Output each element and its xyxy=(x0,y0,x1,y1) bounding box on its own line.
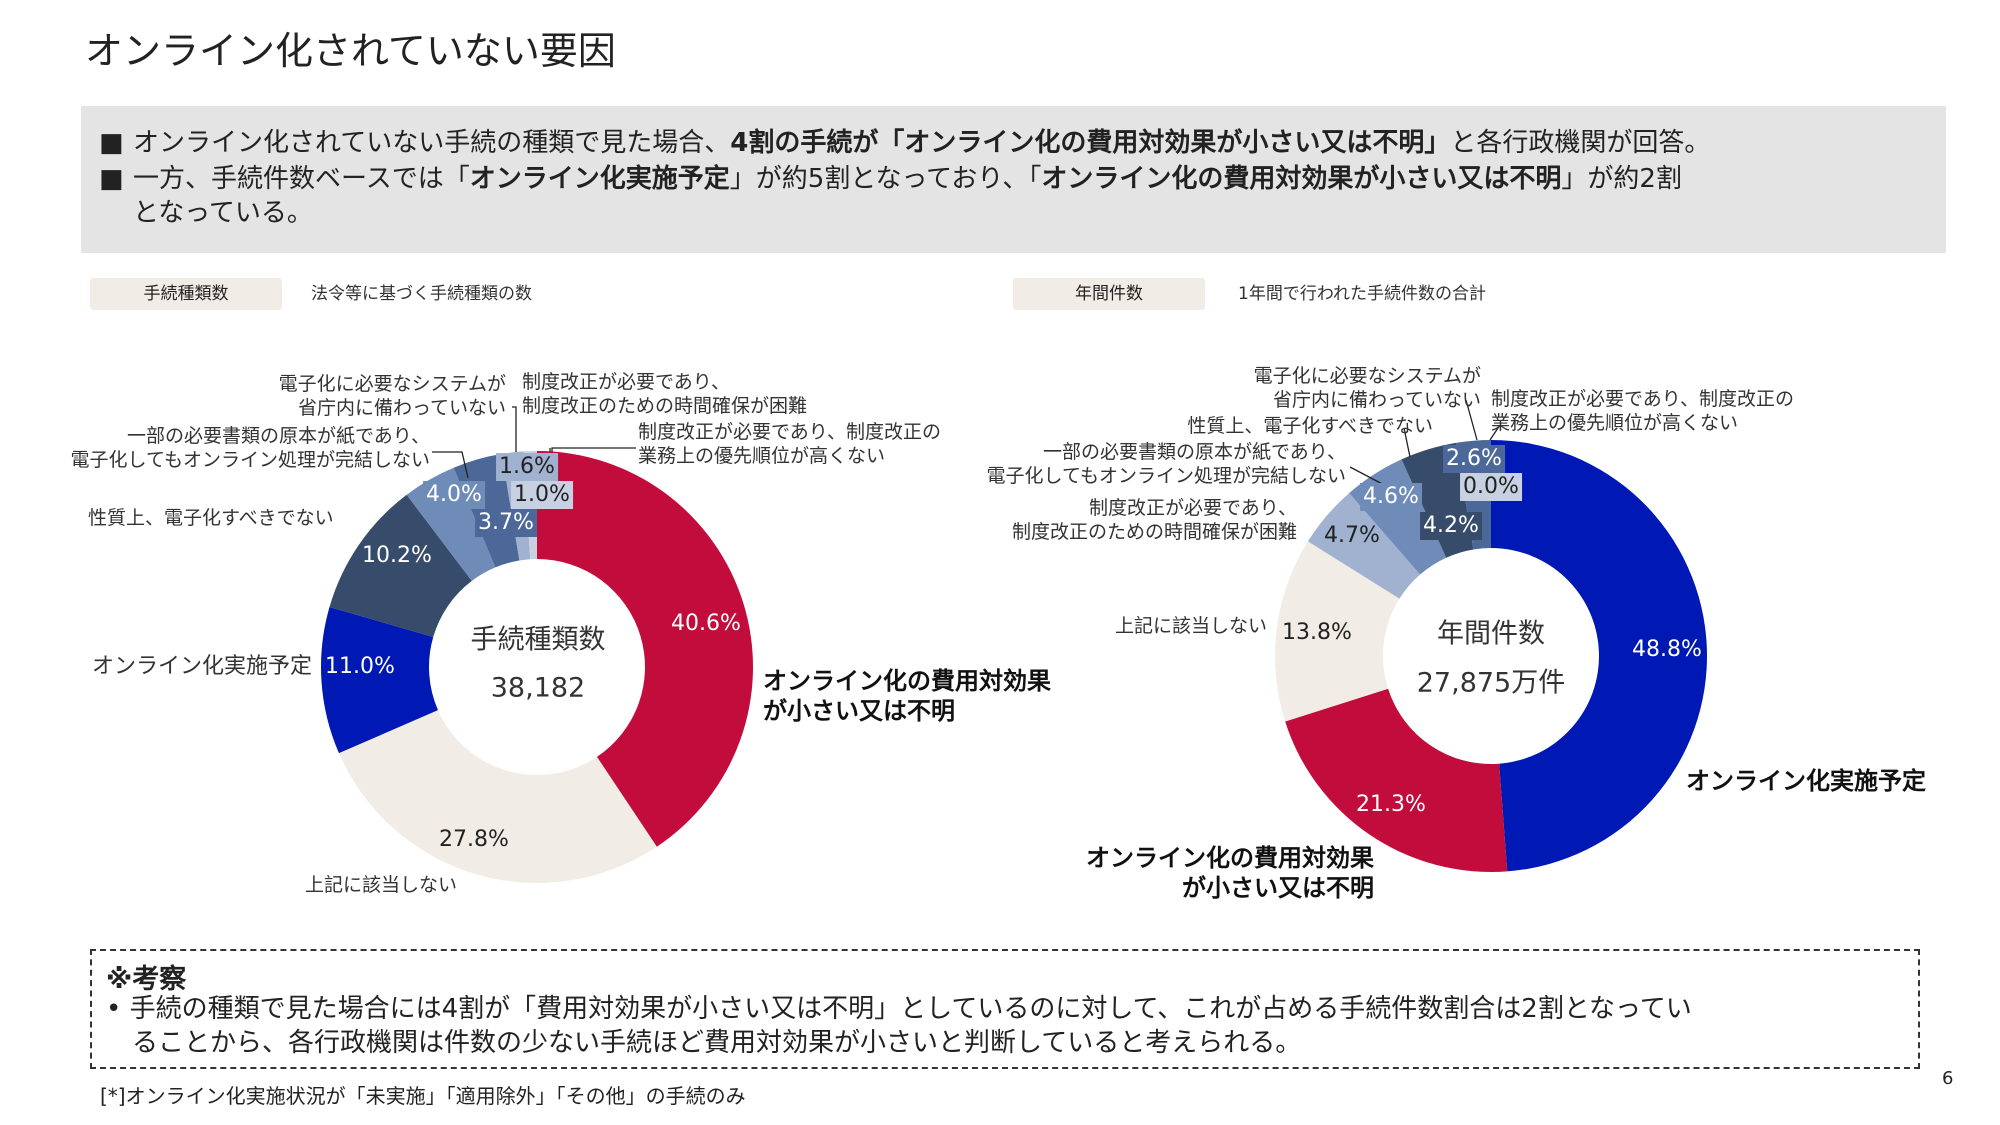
bullet-dot-icon: • xyxy=(106,994,122,1024)
category-label: 制度改正が必要であり、 制度改正のための時間確保が困難 xyxy=(522,371,808,417)
category-label: 制度改正が必要であり、 制度改正のための時間確保が困難 xyxy=(1011,497,1297,543)
summary-line-3: となっている。 xyxy=(133,198,313,228)
data-label: 4.7% xyxy=(1324,523,1380,548)
slice-plan xyxy=(320,607,438,754)
consideration-box: ※考察 • 手続の種類で見た場合には4割が「費用対効果が小さい又は不明」としてい… xyxy=(90,949,1920,1069)
data-label: 48.8% xyxy=(1632,637,1702,662)
category-label: 性質上、電子化すべきでない xyxy=(1187,415,1433,437)
data-label: 2.6% xyxy=(1443,445,1505,473)
bullet-square-icon: ■ xyxy=(99,164,124,194)
slice-nature xyxy=(329,494,472,638)
footnote: [*]オンライン化実施状況が「未実施」「適用除外」「その他」の手続のみ xyxy=(100,1084,746,1108)
category-label: 上記に該当しない xyxy=(1114,615,1267,637)
category-label: オンライン化実施予定 xyxy=(91,654,312,679)
data-label: 0.0% xyxy=(1460,473,1522,501)
category-label: 制度改正が必要であり、制度改正の 業務上の優先順位が高くない xyxy=(638,421,942,467)
category-label: 一部の必要書類の原本が紙であり、 電子化してもオンライン処理が完結しない xyxy=(986,441,1346,487)
slice-none xyxy=(1275,541,1400,722)
slice-cost xyxy=(537,451,753,847)
slice-time xyxy=(1307,493,1421,599)
data-label: 4.2% xyxy=(1420,512,1482,540)
left-center-title: 手続種類数 xyxy=(470,624,606,656)
slice-plan xyxy=(1491,440,1707,872)
slice-none xyxy=(338,710,657,884)
category-label: 上記に該当しない xyxy=(305,874,458,896)
consideration-line-1: • 手続の種類で見た場合には4割が「費用対効果が小さい又は不明」としているのに対… xyxy=(106,994,1692,1024)
data-label: 4.0% xyxy=(423,481,485,509)
left-center-value: 38,182 xyxy=(490,672,586,704)
category-label: 性質上、電子化すべきでない xyxy=(88,507,334,529)
category-label: 電子化に必要なシステムが 省庁内に備わっていない xyxy=(1253,365,1481,411)
category-label: オンライン化の費用対効果 が小さい又は不明 xyxy=(763,667,1051,725)
leader-line xyxy=(1465,399,1478,441)
summary-line-2: ■ 一方、手続件数ベースでは「オンライン化実施予定」が約5割となっており、「オンラ… xyxy=(99,164,1682,194)
leader-lines xyxy=(432,399,1501,488)
bullet-square-icon: ■ xyxy=(99,128,124,158)
category-label: 電子化に必要なシステムが 省庁内に備わっていない xyxy=(278,373,506,419)
data-label: 11.0% xyxy=(325,654,395,679)
data-label: 3.7% xyxy=(475,509,537,537)
category-label: オンライン化の費用対効果 が小さい又は不明 xyxy=(1086,844,1374,902)
leader-line xyxy=(432,451,469,479)
data-label: 1.6% xyxy=(496,453,558,481)
data-label: 13.8% xyxy=(1282,620,1352,645)
data-label: 27.8% xyxy=(439,827,509,852)
leader-line xyxy=(1403,427,1411,458)
right-center-value: 27,875万件 xyxy=(1416,667,1566,699)
data-label: 10.2% xyxy=(362,543,432,568)
category-label: 一部の必要書類の原本が紙であり、 電子化してもオンライン処理が完結しない xyxy=(70,425,430,471)
page-number: 6 xyxy=(1942,1068,1954,1089)
summary-box: ■ オンライン化されていない手続の種類で見た場合、4割の手続が「オンライン化の費用… xyxy=(81,106,1946,253)
right-chart-desc: 1年間で行われた手続件数の合計 xyxy=(1238,284,1486,304)
data-label: 4.6% xyxy=(1360,483,1422,511)
page-title: オンライン化されていない要因 xyxy=(85,29,616,73)
data-label: 1.0% xyxy=(511,481,573,509)
data-label: 40.6% xyxy=(671,611,741,636)
data-label: 21.3% xyxy=(1356,792,1426,817)
right-center-title: 年間件数 xyxy=(1437,618,1545,650)
left-donut xyxy=(320,451,753,884)
consideration-heading: ※考察 xyxy=(106,964,187,995)
summary-line-1: ■ オンライン化されていない手続の種類で見た場合、4割の手続が「オンライン化の費用… xyxy=(99,128,1711,158)
leader-line xyxy=(512,406,517,452)
leader-line xyxy=(551,447,636,452)
consideration-line-2: ることから、各行政機関は件数の少ない手続ほど費用対効果が小さいと判断していると考… xyxy=(132,1028,1302,1058)
left-chart-tag: 手続種類数 xyxy=(90,278,282,310)
leader-line xyxy=(1489,424,1501,441)
left-chart-desc: 法令等に基づく手続種類の数 xyxy=(311,284,532,304)
category-label: 制度改正が必要であり、制度改正の 業務上の優先順位が高くない xyxy=(1491,388,1795,434)
category-label: オンライン化実施予定 xyxy=(1686,767,1926,795)
slice-cost xyxy=(1285,688,1508,872)
right-chart-tag: 年間件数 xyxy=(1013,278,1205,310)
